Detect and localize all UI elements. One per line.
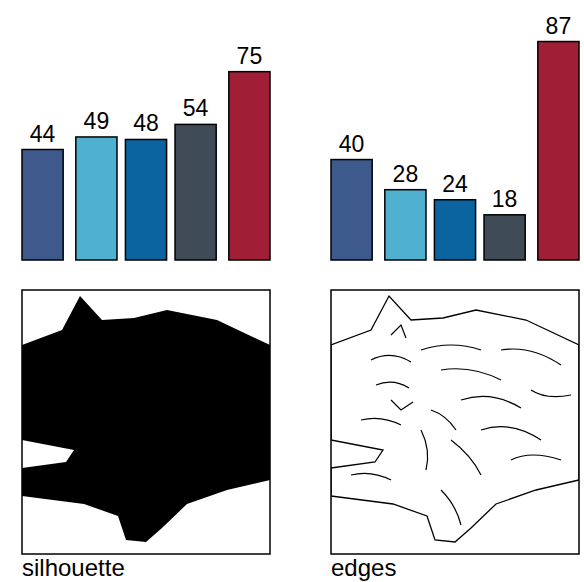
bars bbox=[331, 42, 579, 260]
edge-line bbox=[461, 396, 521, 408]
edge-line bbox=[361, 418, 401, 425]
edge-line bbox=[376, 382, 409, 388]
data-label: 44 bbox=[30, 121, 56, 147]
bar bbox=[22, 150, 63, 260]
silhouette-shape bbox=[22, 296, 270, 542]
bar bbox=[385, 190, 426, 260]
edge-line bbox=[421, 430, 428, 470]
data-label: 49 bbox=[84, 108, 110, 134]
data-label: 75 bbox=[237, 43, 263, 69]
edge-line bbox=[431, 410, 456, 430]
edge-line bbox=[451, 440, 481, 475]
edge-line bbox=[441, 490, 461, 525]
bar bbox=[125, 139, 166, 260]
data-label: 28 bbox=[393, 161, 419, 187]
bar bbox=[484, 215, 525, 260]
panel-title: edges bbox=[331, 554, 396, 581]
cat-image bbox=[22, 290, 270, 554]
image-frame bbox=[331, 290, 579, 554]
bar bbox=[229, 72, 270, 260]
data-label: 18 bbox=[492, 186, 518, 212]
edge-line bbox=[531, 390, 571, 397]
image-frame bbox=[22, 290, 270, 554]
panel-title: silhouette bbox=[22, 554, 125, 581]
edge-line bbox=[511, 455, 561, 460]
data-label: 87 bbox=[546, 13, 572, 39]
edge-line bbox=[351, 473, 391, 480]
edge-line bbox=[421, 345, 481, 350]
edge-line bbox=[481, 427, 541, 440]
data-labels: 44 49 48 54 75 bbox=[30, 43, 262, 147]
bar bbox=[538, 42, 579, 260]
cat-image bbox=[331, 290, 579, 554]
cat-drawing bbox=[331, 296, 579, 542]
bar bbox=[175, 124, 216, 260]
edge-line bbox=[371, 355, 411, 362]
data-label: 54 bbox=[183, 95, 209, 121]
bar bbox=[76, 137, 117, 260]
data-label: 24 bbox=[442, 171, 468, 197]
data-labels: 40 28 24 18 87 bbox=[339, 13, 571, 212]
edge-line bbox=[391, 400, 413, 410]
bar bbox=[434, 200, 475, 260]
data-label: 48 bbox=[133, 110, 159, 136]
bar bbox=[331, 160, 372, 260]
edge-line bbox=[441, 369, 501, 380]
cat-drawing bbox=[22, 296, 270, 542]
edge-line bbox=[501, 349, 561, 365]
edge-line bbox=[391, 325, 406, 338]
panel: 40 28 24 18 87 edges bbox=[331, 13, 579, 581]
figure: 44 49 48 54 75 silhouette 40 28 24 18 87 edges bbox=[0, 0, 584, 582]
data-label: 40 bbox=[339, 131, 365, 157]
panel: 44 49 48 54 75 silhouette bbox=[22, 43, 270, 581]
edge-outline bbox=[331, 296, 579, 542]
bars bbox=[22, 72, 270, 260]
